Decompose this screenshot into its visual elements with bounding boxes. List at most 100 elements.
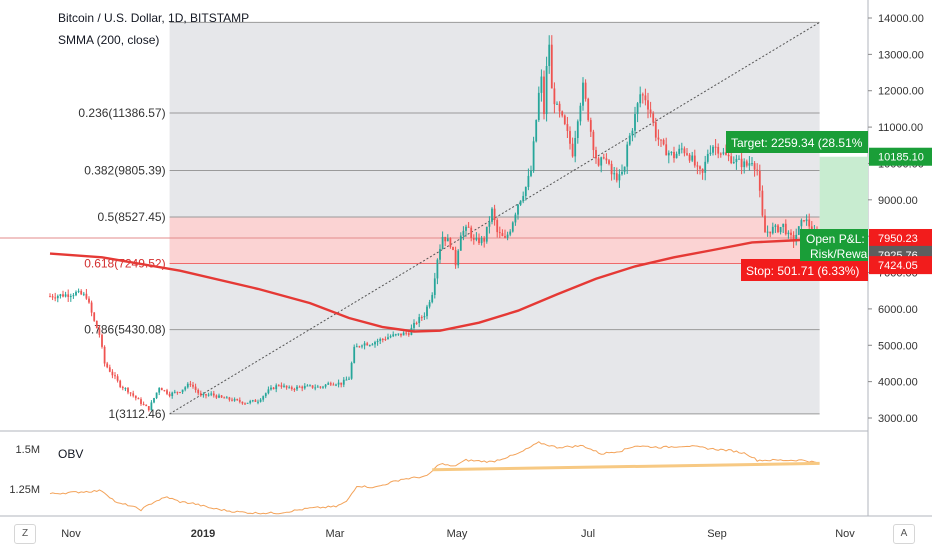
candle[interactable] bbox=[478, 233, 480, 245]
candle[interactable] bbox=[808, 213, 811, 232]
candle[interactable] bbox=[459, 232, 462, 251]
candle[interactable] bbox=[454, 246, 457, 269]
candle[interactable] bbox=[59, 293, 62, 299]
candle[interactable] bbox=[758, 164, 761, 198]
candle[interactable] bbox=[181, 389, 184, 395]
candle[interactable] bbox=[662, 138, 665, 146]
candle[interactable] bbox=[56, 294, 59, 303]
candle[interactable] bbox=[574, 130, 577, 163]
candle[interactable] bbox=[397, 333, 400, 336]
candle[interactable] bbox=[114, 372, 116, 380]
candle[interactable] bbox=[647, 92, 649, 119]
candle[interactable] bbox=[457, 249, 460, 269]
candle[interactable] bbox=[197, 388, 200, 396]
candle[interactable] bbox=[75, 290, 77, 297]
candle[interactable] bbox=[735, 154, 738, 170]
candle[interactable] bbox=[563, 114, 566, 126]
candle[interactable] bbox=[223, 396, 226, 399]
pnl-label[interactable]: Open P&L:Risk/Rewa bbox=[800, 229, 868, 261]
fib-trend-line[interactable] bbox=[169, 21, 820, 415]
candle[interactable] bbox=[764, 209, 766, 233]
candle[interactable] bbox=[582, 77, 584, 111]
candle[interactable] bbox=[176, 391, 179, 395]
candle[interactable] bbox=[142, 401, 145, 406]
candle[interactable] bbox=[400, 333, 402, 338]
candle[interactable] bbox=[64, 291, 67, 298]
candle[interactable] bbox=[184, 386, 187, 392]
candle[interactable] bbox=[553, 82, 556, 114]
candle[interactable] bbox=[496, 218, 499, 238]
candle[interactable] bbox=[231, 397, 233, 402]
candle[interactable] bbox=[498, 226, 501, 239]
candle[interactable] bbox=[428, 299, 431, 309]
candle[interactable] bbox=[446, 234, 449, 242]
candle[interactable] bbox=[748, 156, 751, 171]
candle[interactable] bbox=[548, 35, 551, 74]
candle[interactable] bbox=[618, 169, 621, 188]
candle[interactable] bbox=[545, 56, 548, 122]
candle[interactable] bbox=[610, 160, 613, 181]
candle[interactable] bbox=[745, 159, 748, 168]
candle[interactable] bbox=[504, 229, 506, 239]
candle[interactable] bbox=[363, 341, 366, 350]
candle[interactable] bbox=[319, 386, 322, 389]
candle[interactable] bbox=[246, 402, 249, 404]
candle[interactable] bbox=[103, 345, 106, 367]
candle[interactable] bbox=[756, 163, 759, 176]
candle[interactable] bbox=[688, 153, 691, 163]
candle[interactable] bbox=[678, 144, 681, 156]
candle[interactable] bbox=[207, 392, 210, 397]
candle[interactable] bbox=[345, 376, 348, 381]
trend-line[interactable] bbox=[169, 21, 820, 415]
candle[interactable] bbox=[82, 291, 85, 297]
candle[interactable] bbox=[241, 401, 244, 405]
candle[interactable] bbox=[784, 219, 787, 236]
candle[interactable] bbox=[691, 151, 694, 163]
candle[interactable] bbox=[303, 383, 306, 390]
candle[interactable] bbox=[293, 387, 296, 392]
candle[interactable] bbox=[280, 382, 283, 389]
candle[interactable] bbox=[803, 220, 805, 223]
candle[interactable] bbox=[155, 392, 158, 400]
candle[interactable] bbox=[225, 395, 228, 399]
candle[interactable] bbox=[228, 396, 231, 402]
candle[interactable] bbox=[467, 222, 470, 228]
candle[interactable] bbox=[660, 139, 662, 148]
candle[interactable] bbox=[306, 384, 309, 387]
candle[interactable] bbox=[602, 153, 605, 160]
candle[interactable] bbox=[134, 395, 137, 401]
candle[interactable] bbox=[605, 153, 608, 164]
candle[interactable] bbox=[392, 331, 395, 338]
candle[interactable] bbox=[589, 117, 592, 137]
candle[interactable] bbox=[665, 137, 668, 156]
candle[interactable] bbox=[371, 342, 374, 346]
candle[interactable] bbox=[158, 387, 161, 396]
candle[interactable] bbox=[337, 379, 340, 388]
candle[interactable] bbox=[652, 111, 655, 127]
candle[interactable] bbox=[233, 397, 236, 402]
candle[interactable] bbox=[137, 397, 140, 400]
target-label[interactable]: Target: 2259.34 (28.51% bbox=[726, 131, 868, 153]
candle[interactable] bbox=[449, 237, 452, 249]
candle[interactable] bbox=[613, 166, 616, 180]
candle[interactable] bbox=[714, 139, 717, 156]
candle[interactable] bbox=[751, 156, 753, 167]
candle[interactable] bbox=[49, 293, 51, 298]
candle[interactable] bbox=[743, 158, 746, 174]
candle[interactable] bbox=[394, 333, 397, 337]
candle[interactable] bbox=[431, 292, 434, 304]
candle[interactable] bbox=[686, 148, 688, 157]
candle[interactable] bbox=[179, 391, 181, 394]
candle[interactable] bbox=[540, 69, 543, 102]
candle[interactable] bbox=[77, 288, 80, 294]
candle[interactable] bbox=[452, 246, 454, 251]
candle[interactable] bbox=[675, 151, 678, 159]
candle[interactable] bbox=[168, 391, 171, 398]
candle[interactable] bbox=[667, 150, 670, 164]
candle[interactable] bbox=[738, 155, 740, 160]
candle[interactable] bbox=[244, 402, 246, 405]
candle[interactable] bbox=[511, 221, 514, 233]
candle[interactable] bbox=[374, 340, 376, 348]
candle[interactable] bbox=[111, 369, 114, 379]
